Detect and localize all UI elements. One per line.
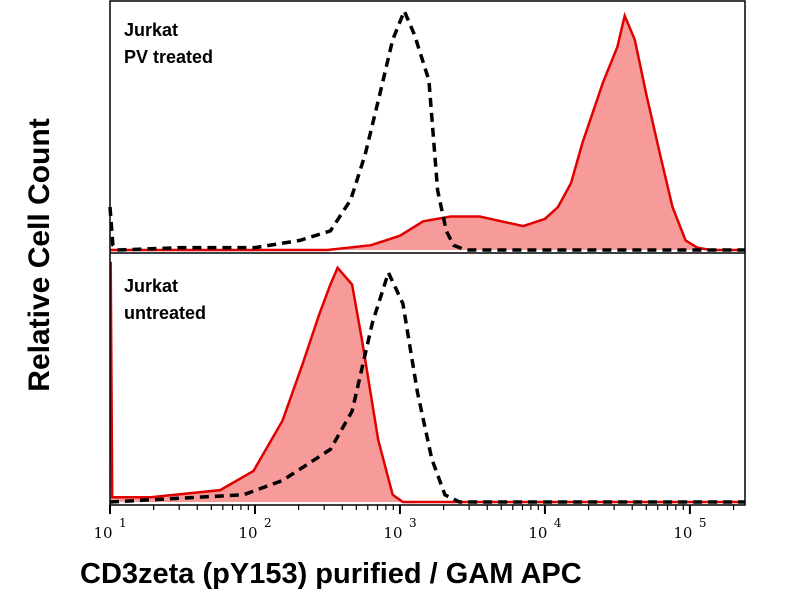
top-panel-label-line2: PV treated xyxy=(124,47,214,67)
bottom-panel-label-line2: untreated xyxy=(124,303,207,323)
x-tick-label: 10 xyxy=(528,524,547,542)
panel1-control-line xyxy=(108,6,745,252)
x-tick-exponent: 4 xyxy=(554,516,562,530)
panel1-stained-line xyxy=(110,11,745,252)
x-tick-label: 10 xyxy=(383,524,402,542)
x-axis-label: CD3zeta (pY153) purified / GAM APC xyxy=(80,558,582,590)
bottom-panel-label: Jurkat untreated xyxy=(124,273,206,327)
x-tick-label: 10 xyxy=(673,524,692,542)
panel2-stained-line xyxy=(109,261,745,504)
top-panel-label-line1: Jurkat xyxy=(124,20,179,40)
x-tick-exponent: 5 xyxy=(699,516,707,530)
x-tick-exponent: 2 xyxy=(264,516,272,530)
panel1-stained-fill xyxy=(110,15,745,250)
bottom-panel-label-line1: Jurkat xyxy=(124,276,179,296)
x-tick-label: 10 xyxy=(238,524,257,542)
x-tick-exponent: 1 xyxy=(119,516,127,530)
x-tick-exponent: 3 xyxy=(409,516,417,530)
x-tick-label: 10 xyxy=(93,524,112,542)
y-axis-label: Relative Cell Count xyxy=(23,118,56,392)
top-panel-label: Jurkat PV treated xyxy=(124,17,213,71)
panel2-control-line xyxy=(109,267,745,504)
